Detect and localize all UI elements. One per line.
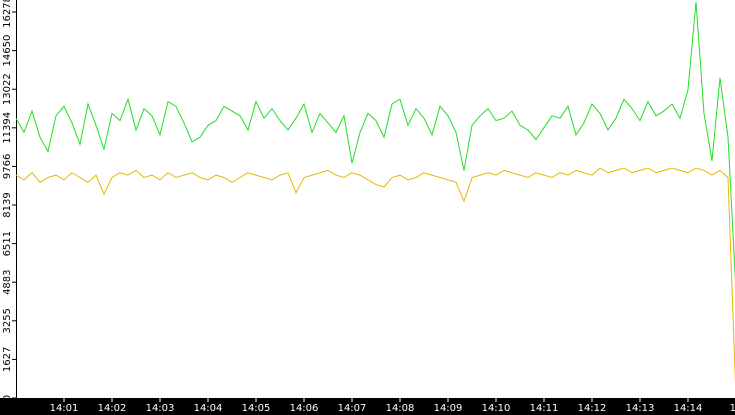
x-tick-label: 14:11 bbox=[530, 403, 559, 414]
x-tick-label: 14:09 bbox=[434, 403, 463, 414]
x-tick-label: 14:04 bbox=[194, 403, 223, 414]
y-tick-label: 9766 bbox=[2, 154, 13, 179]
y-tick-label: 11394 bbox=[2, 112, 13, 144]
x-tick-label: 14:12 bbox=[578, 403, 607, 414]
x-tick-label: 14:06 bbox=[290, 403, 319, 414]
y-tick-label: 0 bbox=[2, 395, 13, 401]
y-tick-label: 1627 bbox=[2, 347, 13, 372]
y-tick-label: 13022 bbox=[2, 73, 13, 105]
y-tick-label: 14650 bbox=[2, 35, 13, 67]
x-axis-band bbox=[0, 398, 735, 415]
x-tick-label: 14:01 bbox=[50, 403, 79, 414]
x-tick-label: 14:02 bbox=[98, 403, 127, 414]
x-tick-label: 14:14 bbox=[674, 403, 703, 414]
x-tick-label: 14:07 bbox=[338, 403, 367, 414]
series-line bbox=[15, 167, 735, 385]
x-tick-label: 14:03 bbox=[146, 403, 175, 414]
y-tick-label: 4883 bbox=[2, 269, 13, 294]
x-tick-label: 14:05 bbox=[242, 403, 271, 414]
series-line bbox=[15, 1, 735, 282]
y-tick-label: 6511 bbox=[2, 231, 13, 256]
x-tick-label: 14:10 bbox=[482, 403, 511, 414]
y-tick-label: 3255 bbox=[2, 308, 13, 333]
y-tick-label: 16278 bbox=[2, 0, 13, 28]
x-tick-label: 14:13 bbox=[626, 403, 655, 414]
x-tick-label: 14 bbox=[730, 403, 735, 414]
y-tick-label: 8139 bbox=[2, 192, 13, 217]
x-tick-label: 14:08 bbox=[386, 403, 415, 414]
